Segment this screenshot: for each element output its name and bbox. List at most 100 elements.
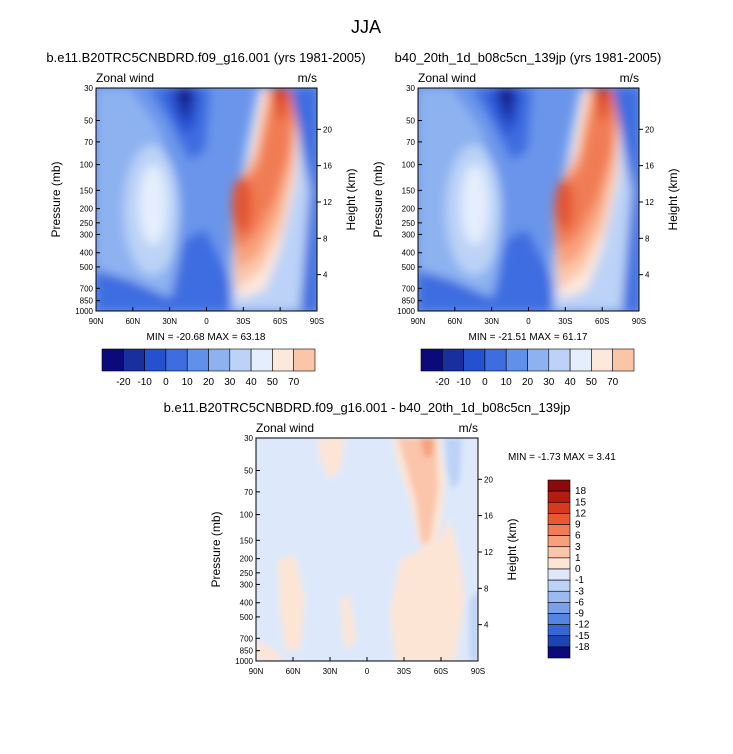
panel-right-y-axis-label: Pressure (mb) <box>371 161 385 237</box>
panel-right-y-tick-label: 200 <box>402 205 416 214</box>
panel-left-units: m/s <box>298 71 317 85</box>
panel-left-y-tick-label: 150 <box>80 186 94 195</box>
panel-diff-colorbar-swatch <box>547 513 571 525</box>
panel-diff-y-tick-label: 200 <box>240 555 254 564</box>
panel-left-y-tick-label: 200 <box>80 205 94 214</box>
panel-diff-colorbar-label: -15 <box>575 631 590 642</box>
panel-right-y-tick-label: 30 <box>406 84 415 93</box>
panel-right-title: b40_20th_1d_b08c5cn_139jp (yrs 1981-2005… <box>395 50 662 65</box>
panel-diff-y2-tick-label: 16 <box>484 512 493 521</box>
panel-left-title: b.e11.B20TRC5CNBDRD.f09_g16.001 (yrs 198… <box>46 50 365 65</box>
panel-left-colorbar-label: -20 <box>116 377 131 388</box>
panel-left-colorbar-label: 10 <box>182 377 194 388</box>
panel-left-y2-tick-label: 12 <box>323 198 332 207</box>
panel-right-x-tick-label: 90S <box>632 317 646 326</box>
panel-diff-colorbar-swatch <box>547 557 571 570</box>
panel-right-colorbar-label: -20 <box>435 377 450 388</box>
panel-diff-colorbar-label: 0 <box>575 564 581 575</box>
panel-right-y-tick-label: 1000 <box>397 307 415 316</box>
panel-right-colorbar-swatch <box>548 348 571 372</box>
panel-diff-colorbar-swatch <box>547 624 571 637</box>
panel-diff-units: m/s <box>459 421 478 435</box>
panel-left-colorbar: -20 -10 0 10 20 30 40 50 70 <box>101 348 316 388</box>
panel-diff-y2-tick-label: 12 <box>484 548 493 557</box>
panel-diff-colorbar-swatch <box>547 646 571 659</box>
panel-left-colorbar-swatch <box>144 348 167 372</box>
panel-diff-colorbar-label: 15 <box>575 497 587 508</box>
panel-right-y2-tick-label: 16 <box>645 162 654 171</box>
panel-left: b.e11.B20TRC5CNBDRD.f09_g16.001 (yrs 198… <box>46 50 365 388</box>
panel-diff-x-tick-label: 30N <box>323 667 338 676</box>
panel-diff-y-tick-label: 300 <box>240 580 254 589</box>
panel-right-units: m/s <box>620 71 639 85</box>
panel-diff-y2-axis-label: Height (km) <box>505 518 519 580</box>
panel-right-y-tick-label: 850 <box>402 297 416 306</box>
panel-diff-y-tick-label: 100 <box>240 511 254 520</box>
panel-diff-colorbar-label: 1 <box>575 553 581 564</box>
panel-diff-colorbar-label: -18 <box>575 642 590 653</box>
panel-left-colorbar-swatch <box>229 348 252 372</box>
panel-right-colorbar-swatch <box>505 348 528 372</box>
panel-left-x-tick-label: 30S <box>236 317 250 326</box>
panel-right: b40_20th_1d_b08c5cn_139jp (yrs 1981-2005… <box>371 50 680 388</box>
panel-diff: b.e11.B20TRC5CNBDRD.f09_g16.001 - b40_20… <box>164 400 617 676</box>
panel-diff-colorbar-swatch <box>547 501 571 514</box>
panel-diff-y-axis-label: Pressure (mb) <box>209 511 223 587</box>
panel-left-x-tick-label: 0 <box>204 317 209 326</box>
panel-left-y-tick-label: 70 <box>84 138 93 147</box>
panel-right-y-tick-label: 70 <box>406 138 415 147</box>
panel-left-y-tick-label: 30 <box>84 84 93 93</box>
panel-diff-colorbar-label: 6 <box>575 531 581 542</box>
panel-diff-colorbar-label: 12 <box>575 508 587 519</box>
panel-right-colorbar-label: 40 <box>565 377 577 388</box>
panel-diff-colorbar-label: 3 <box>575 542 581 553</box>
panel-left-y2-tick-label: 8 <box>323 234 328 243</box>
panel-right-colorbar-label: 10 <box>501 377 513 388</box>
panel-right-colorbar-swatch <box>484 348 507 372</box>
panel-left-y-tick-label: 100 <box>80 161 94 170</box>
panel-left-colorbar-swatch <box>208 348 231 372</box>
panel-diff-colorbar-label: -9 <box>575 609 584 620</box>
panel-diff-colorbar-swatch <box>547 590 571 603</box>
panel-left-x-tick-label: 90S <box>310 317 324 326</box>
panel-left-colorbar-swatch <box>272 348 294 372</box>
figure-title: JJA <box>351 17 381 37</box>
panel-diff-colorbar-swatch <box>547 535 571 548</box>
panel-diff-y-tick-label: 700 <box>240 634 254 643</box>
panel-diff-y2-tick-label: 20 <box>484 475 493 484</box>
panel-left-x-tick-label: 60N <box>125 317 140 326</box>
panel-left-colorbar-label: 20 <box>203 377 215 388</box>
panel-left-y-tick-label: 250 <box>80 219 94 228</box>
panel-diff-y-tick-label: 250 <box>240 569 254 578</box>
panel-left-colorbar-label: 50 <box>267 377 279 388</box>
panel-right-colorbar-label: 20 <box>522 377 534 388</box>
panel-right-y-tick-label: 250 <box>402 219 416 228</box>
panel-right-colorbar-label: 70 <box>607 377 619 388</box>
panel-diff-y-tick-label: 150 <box>240 536 254 545</box>
panel-right-x-tick-label: 90N <box>411 317 426 326</box>
panel-right-colorbar-label: 50 <box>586 377 598 388</box>
panel-right-y-tick-label: 400 <box>402 249 416 258</box>
panel-diff-colorbar-swatch <box>547 579 571 592</box>
panel-left-x-tick-label: 30N <box>162 317 177 326</box>
panel-right-colorbar-swatch <box>527 348 550 372</box>
panel-left-subtitle: Zonal wind <box>96 71 154 85</box>
panel-left-stats: MIN = -20.68 MAX = 63.18 <box>147 332 266 343</box>
panel-right-y-tick-label: 50 <box>406 116 415 125</box>
panel-left-y-axis-label: Pressure (mb) <box>49 161 63 237</box>
panel-right-x-tick-label: 0 <box>526 317 531 326</box>
panel-left-y-tick-label: 400 <box>80 249 94 258</box>
panel-diff-colorbar-swatch <box>547 524 571 536</box>
panel-diff-y-tick-label: 850 <box>240 647 254 656</box>
panel-left-y-tick-label: 850 <box>80 297 94 306</box>
panel-diff-colorbar-swatch <box>547 479 571 492</box>
panel-left-y-tick-label: 300 <box>80 230 94 239</box>
panel-right-stats: MIN = -21.51 MAX = 61.17 <box>469 332 588 343</box>
panel-diff-colorbar-label: 18 <box>575 486 587 497</box>
panel-right-colorbar-swatch <box>569 348 592 372</box>
panel-right-y2-axis-label: Height (km) <box>666 168 680 230</box>
panel-right-x-tick-label: 60N <box>447 317 462 326</box>
panel-right-colorbar-swatch <box>591 348 614 372</box>
panel-left-x-tick-label: 90N <box>89 317 104 326</box>
